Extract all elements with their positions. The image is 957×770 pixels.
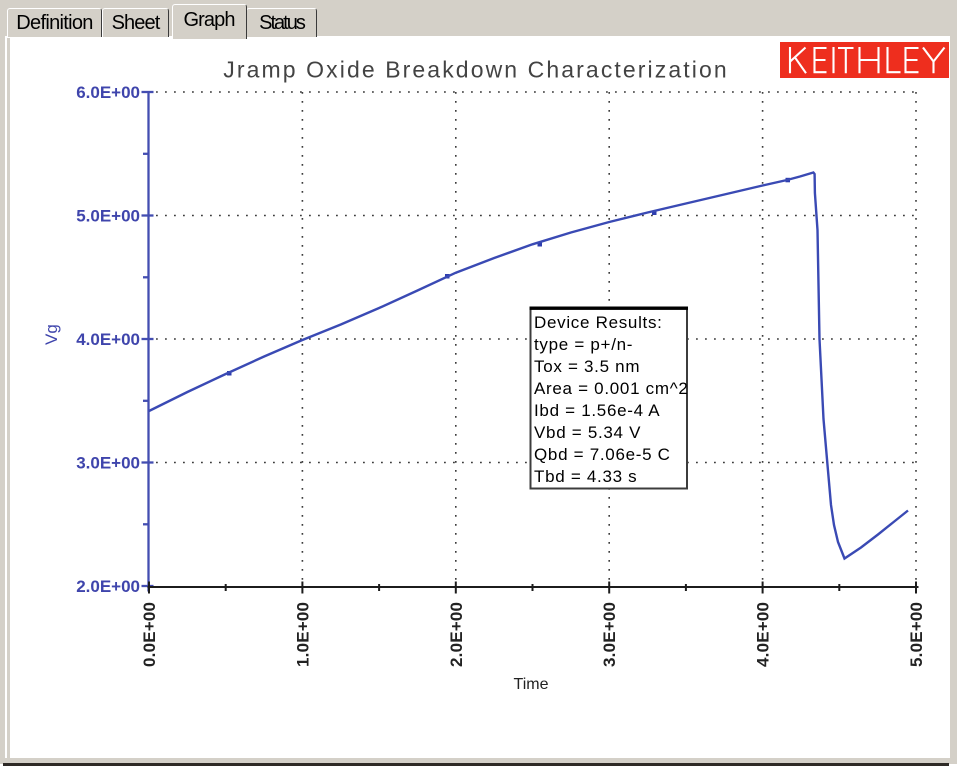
svg-text:Ibd = 1.56e-4 A: Ibd = 1.56e-4 A: [534, 401, 660, 420]
svg-text:2.0E+00: 2.0E+00: [76, 577, 140, 596]
svg-text:5.0E+00: 5.0E+00: [76, 207, 140, 226]
svg-text:4.0E+00: 4.0E+00: [76, 330, 140, 349]
svg-text:2.0E+00: 2.0E+00: [447, 602, 466, 667]
svg-text:1.0E+00: 1.0E+00: [293, 602, 312, 667]
svg-text:0.0E+00: 0.0E+00: [140, 602, 159, 667]
svg-text:Qbd = 7.06e-5 C: Qbd = 7.06e-5 C: [534, 445, 671, 464]
svg-text:Device Results:: Device Results:: [534, 313, 663, 332]
svg-text:3.0E+00: 3.0E+00: [600, 602, 619, 667]
svg-text:Vg: Vg: [42, 324, 61, 345]
svg-text:4.0E+00: 4.0E+00: [754, 602, 773, 667]
svg-text:6.0E+00: 6.0E+00: [76, 83, 140, 102]
svg-text:Vbd = 5.34 V: Vbd = 5.34 V: [534, 423, 641, 442]
svg-text:Time: Time: [514, 676, 549, 693]
svg-text:Tox = 3.5 nm: Tox = 3.5 nm: [534, 357, 640, 376]
svg-text:Area = 0.001 cm^2: Area = 0.001 cm^2: [534, 379, 689, 398]
svg-text:Jramp Oxide Breakdown Characte: Jramp Oxide Breakdown Characterization: [223, 57, 729, 83]
svg-text:Tbd = 4.33 s: Tbd = 4.33 s: [534, 467, 637, 486]
svg-text:3.0E+00: 3.0E+00: [76, 454, 140, 473]
svg-text:5.0E+00: 5.0E+00: [907, 602, 926, 667]
svg-text:type = p+/n-: type = p+/n-: [534, 335, 633, 354]
